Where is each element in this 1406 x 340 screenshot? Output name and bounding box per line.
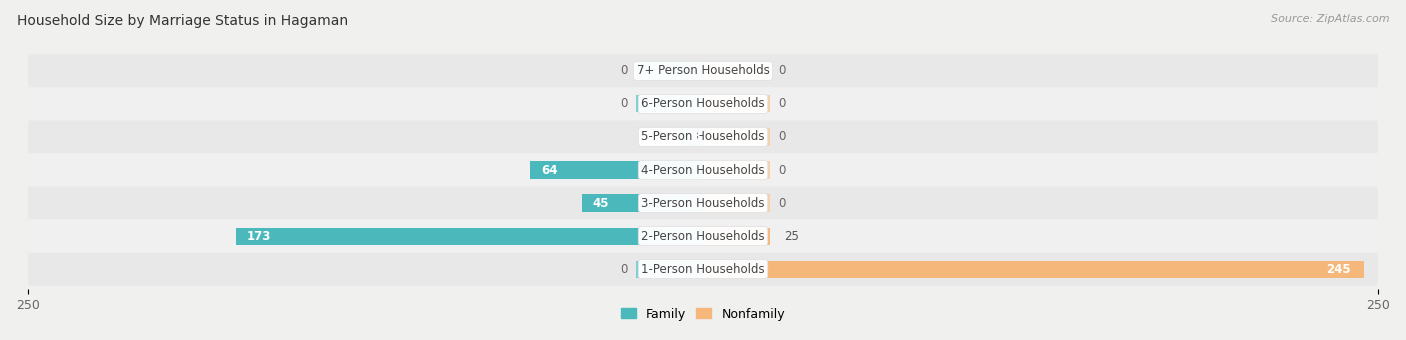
Text: 0: 0: [779, 164, 786, 176]
FancyBboxPatch shape: [28, 87, 1378, 120]
Text: 0: 0: [779, 131, 786, 143]
Text: 0: 0: [779, 197, 786, 209]
Bar: [636, 260, 703, 278]
Bar: [703, 227, 770, 245]
Bar: [530, 162, 703, 178]
FancyBboxPatch shape: [28, 153, 1378, 187]
Bar: [703, 62, 770, 80]
Text: 0: 0: [620, 64, 627, 77]
Bar: [236, 227, 703, 245]
Text: 0: 0: [779, 97, 786, 110]
Text: 0: 0: [779, 64, 786, 77]
Text: 8: 8: [692, 131, 700, 143]
Text: 0: 0: [620, 97, 627, 110]
Text: 173: 173: [247, 230, 271, 243]
Text: 1-Person Households: 1-Person Households: [641, 263, 765, 276]
Legend: Family, Nonfamily: Family, Nonfamily: [616, 303, 790, 326]
Bar: [703, 194, 770, 211]
FancyBboxPatch shape: [28, 220, 1378, 253]
Text: 7+ Person Households: 7+ Person Households: [637, 64, 769, 77]
Text: 0: 0: [620, 263, 627, 276]
Bar: [636, 95, 703, 113]
FancyBboxPatch shape: [28, 187, 1378, 220]
Text: Source: ZipAtlas.com: Source: ZipAtlas.com: [1271, 14, 1389, 23]
Bar: [703, 128, 770, 146]
Bar: [703, 95, 770, 113]
Text: 4-Person Households: 4-Person Households: [641, 164, 765, 176]
Text: Household Size by Marriage Status in Hagaman: Household Size by Marriage Status in Hag…: [17, 14, 349, 28]
FancyBboxPatch shape: [28, 120, 1378, 153]
Bar: [703, 162, 770, 178]
Text: 45: 45: [592, 197, 609, 209]
Text: 25: 25: [785, 230, 799, 243]
Text: 5-Person Households: 5-Person Households: [641, 131, 765, 143]
FancyBboxPatch shape: [28, 54, 1378, 87]
Bar: [582, 194, 703, 211]
Text: 3-Person Households: 3-Person Households: [641, 197, 765, 209]
Bar: [703, 260, 1364, 278]
Text: 64: 64: [541, 164, 558, 176]
Bar: [636, 62, 703, 80]
Text: 245: 245: [1326, 263, 1351, 276]
Bar: [682, 128, 703, 146]
Text: 6-Person Households: 6-Person Households: [641, 97, 765, 110]
Text: 2-Person Households: 2-Person Households: [641, 230, 765, 243]
FancyBboxPatch shape: [28, 253, 1378, 286]
